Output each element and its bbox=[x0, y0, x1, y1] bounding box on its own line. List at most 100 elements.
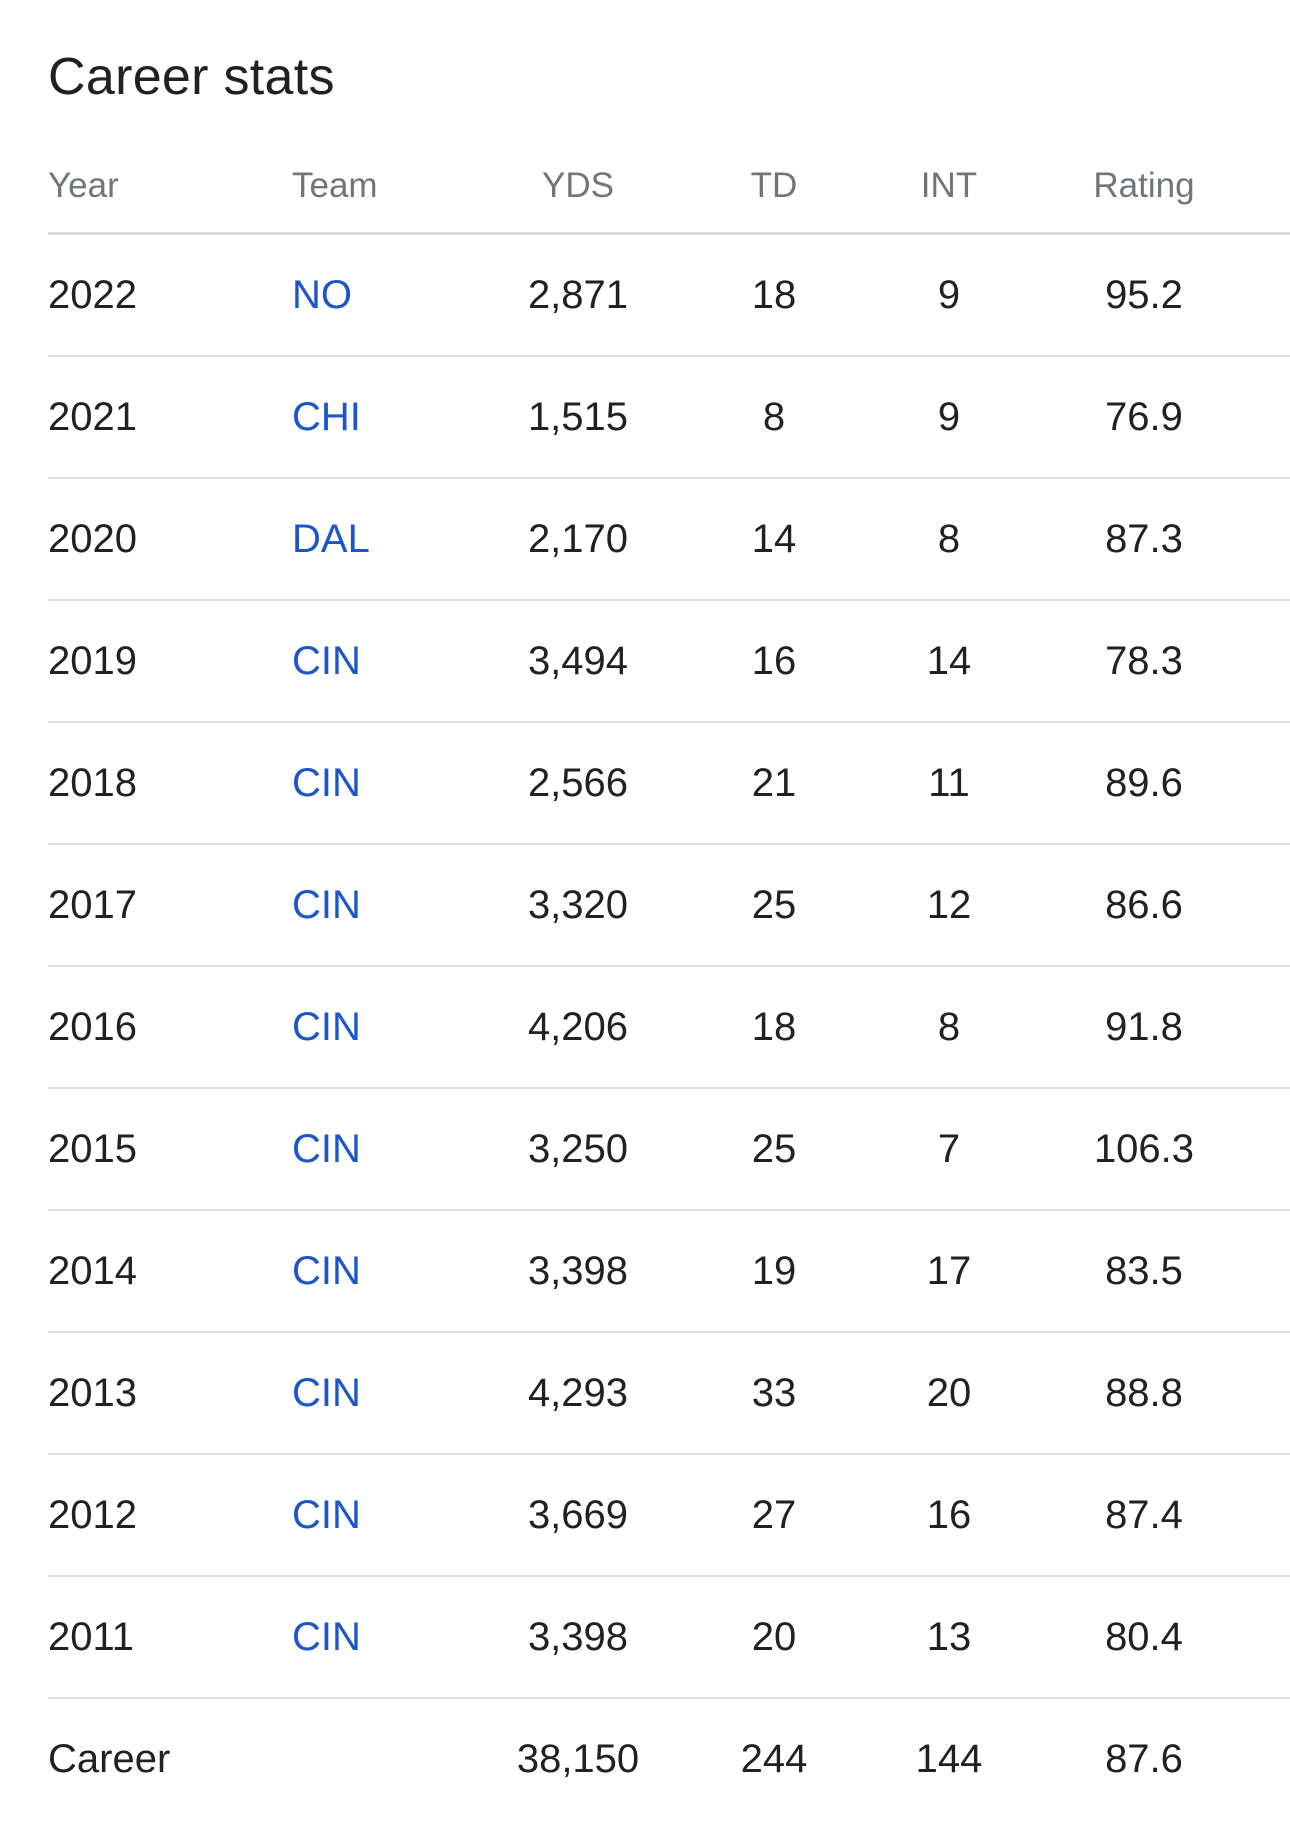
row-spacer bbox=[1242, 1576, 1290, 1699]
td-cell: 20 bbox=[696, 1576, 852, 1699]
team-cell: CIN bbox=[292, 1454, 460, 1577]
table-row: 2022 NO 2,871 18 9 95.2 bbox=[48, 233, 1290, 357]
year-cell: 2021 bbox=[48, 356, 292, 479]
career-rating-cell: 87.6 bbox=[1105, 1736, 1183, 1781]
career-int-cell: 144 bbox=[915, 1736, 983, 1781]
td-cell: 18 bbox=[696, 966, 852, 1089]
year-cell: 2014 bbox=[48, 1210, 292, 1333]
team-link[interactable]: CIN bbox=[292, 1370, 361, 1415]
team-cell: DAL bbox=[292, 478, 460, 601]
year-cell: 2013 bbox=[48, 1332, 292, 1455]
row-spacer bbox=[1242, 844, 1290, 967]
year-cell: 2012 bbox=[48, 1454, 292, 1577]
team-cell: CIN bbox=[292, 966, 460, 1089]
td-cell: 19 bbox=[696, 1210, 852, 1333]
yds-cell: 3,250 bbox=[460, 1088, 696, 1211]
year-cell: 2011 bbox=[48, 1576, 292, 1699]
team-cell: CIN bbox=[292, 844, 460, 967]
career-stats-table: Year Team YDS TD INT Rating 2022 NO 2,871 1… bbox=[48, 140, 1290, 1819]
team-link[interactable]: CIN bbox=[292, 760, 361, 805]
team-link[interactable]: NO bbox=[292, 272, 352, 317]
td-cell: 18 bbox=[696, 233, 852, 357]
table-body: 2022 NO 2,871 18 9 95.2 2021 CHI 1,515 8 9 76.9 2020… bbox=[48, 233, 1290, 1820]
team-cell: CIN bbox=[292, 1576, 460, 1699]
row-spacer bbox=[1242, 1210, 1290, 1333]
row-spacer bbox=[1242, 478, 1290, 601]
rating-cell: 78.3 bbox=[1046, 600, 1242, 723]
table-row: 2013 CIN 4,293 33 20 88.8 bbox=[48, 1332, 1290, 1455]
career-label: Career bbox=[48, 1736, 171, 1781]
td-cell: 21 bbox=[696, 722, 852, 845]
td-cell: 27 bbox=[696, 1454, 852, 1577]
row-spacer bbox=[1242, 356, 1290, 479]
table-row: 2020 DAL 2,170 14 8 87.3 bbox=[48, 478, 1290, 601]
table-row: 2021 CHI 1,515 8 9 76.9 bbox=[48, 356, 1290, 479]
row-spacer bbox=[1242, 600, 1290, 723]
int-cell: 16 bbox=[852, 1454, 1046, 1577]
team-cell: CIN bbox=[292, 600, 460, 723]
team-cell: CIN bbox=[292, 1088, 460, 1211]
column-header-int: INT bbox=[852, 140, 1046, 235]
int-cell: 9 bbox=[852, 356, 1046, 479]
int-cell: 13 bbox=[852, 1576, 1046, 1699]
team-link[interactable]: CHI bbox=[292, 394, 361, 439]
career-total-row: Career 38,150 244 144 87.6 bbox=[48, 1698, 1290, 1819]
career-td-cell: 244 bbox=[740, 1736, 808, 1781]
rating-cell: 86.6 bbox=[1046, 844, 1242, 967]
yds-cell: 3,494 bbox=[460, 600, 696, 723]
year-cell: 2019 bbox=[48, 600, 292, 723]
row-spacer bbox=[1242, 1454, 1290, 1577]
yds-cell: 3,398 bbox=[460, 1210, 696, 1333]
yds-cell: 2,170 bbox=[460, 478, 696, 601]
yds-cell: 3,398 bbox=[460, 1576, 696, 1699]
td-cell: 25 bbox=[696, 1088, 852, 1211]
int-cell: 20 bbox=[852, 1332, 1046, 1455]
team-cell: NO bbox=[292, 233, 460, 357]
year-cell: 2015 bbox=[48, 1088, 292, 1211]
column-header-spacer bbox=[1242, 140, 1290, 235]
column-header-td: TD bbox=[696, 140, 852, 235]
team-link[interactable]: CIN bbox=[292, 638, 361, 683]
row-spacer bbox=[1242, 1332, 1290, 1455]
rating-cell: 83.5 bbox=[1046, 1210, 1242, 1333]
team-link[interactable]: CIN bbox=[292, 1004, 361, 1049]
column-header-year: Year bbox=[48, 140, 292, 235]
team-cell: CIN bbox=[292, 722, 460, 845]
team-link[interactable]: DAL bbox=[292, 516, 370, 561]
rating-cell: 88.8 bbox=[1046, 1332, 1242, 1455]
table-row: 2011 CIN 3,398 20 13 80.4 bbox=[48, 1576, 1290, 1699]
td-cell: 25 bbox=[696, 844, 852, 967]
career-team-cell bbox=[292, 1698, 460, 1819]
year-cell: 2022 bbox=[48, 233, 292, 357]
yds-cell: 4,206 bbox=[460, 966, 696, 1089]
rating-cell: 80.4 bbox=[1046, 1576, 1242, 1699]
rating-cell: 87.3 bbox=[1046, 478, 1242, 601]
int-cell: 7 bbox=[852, 1088, 1046, 1211]
int-cell: 12 bbox=[852, 844, 1046, 967]
td-cell: 8 bbox=[696, 356, 852, 479]
team-link[interactable]: CIN bbox=[292, 1492, 361, 1537]
int-cell: 8 bbox=[852, 478, 1046, 601]
int-cell: 17 bbox=[852, 1210, 1046, 1333]
team-link[interactable]: CIN bbox=[292, 1248, 361, 1293]
table-row: 2014 CIN 3,398 19 17 83.5 bbox=[48, 1210, 1290, 1333]
td-cell: 33 bbox=[696, 1332, 852, 1455]
table-row: 2019 CIN 3,494 16 14 78.3 bbox=[48, 600, 1290, 723]
int-cell: 11 bbox=[852, 722, 1046, 845]
rating-cell: 87.4 bbox=[1046, 1454, 1242, 1577]
row-spacer bbox=[1242, 1088, 1290, 1211]
yds-cell: 4,293 bbox=[460, 1332, 696, 1455]
rating-cell: 95.2 bbox=[1046, 233, 1242, 357]
row-spacer bbox=[1242, 722, 1290, 845]
rating-cell: 106.3 bbox=[1046, 1088, 1242, 1211]
int-cell: 9 bbox=[852, 233, 1046, 357]
table-header-row: Year Team YDS TD INT Rating bbox=[48, 140, 1290, 235]
rating-cell: 91.8 bbox=[1046, 966, 1242, 1089]
team-link[interactable]: CIN bbox=[292, 1126, 361, 1171]
yds-cell: 1,515 bbox=[460, 356, 696, 479]
year-cell: 2017 bbox=[48, 844, 292, 967]
yds-cell: 3,669 bbox=[460, 1454, 696, 1577]
table-row: 2015 CIN 3,250 25 7 106.3 bbox=[48, 1088, 1290, 1211]
team-link[interactable]: CIN bbox=[292, 882, 361, 927]
team-link[interactable]: CIN bbox=[292, 1614, 361, 1659]
